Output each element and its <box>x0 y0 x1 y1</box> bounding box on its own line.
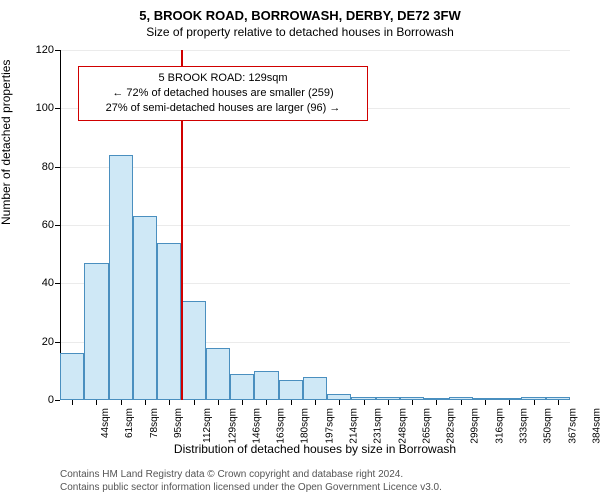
xtick-mark <box>388 400 389 405</box>
ytick-label: 80 <box>24 161 54 173</box>
ytick-label: 0 <box>24 394 54 406</box>
xtick-mark <box>534 400 535 405</box>
ytick-label: 40 <box>24 277 54 289</box>
xtick-mark <box>194 400 195 405</box>
xtick-label: 231sqm <box>373 408 384 444</box>
xtick-label: 282sqm <box>446 408 457 444</box>
xtick-mark <box>242 400 243 405</box>
xtick-mark <box>339 400 340 405</box>
xtick-label: 197sqm <box>324 408 335 444</box>
xtick-mark <box>412 400 413 405</box>
xtick-mark <box>558 400 559 405</box>
ytick-mark <box>55 225 60 226</box>
xtick-mark <box>315 400 316 405</box>
xtick-label: 384sqm <box>591 408 600 444</box>
histogram-bar <box>157 243 181 401</box>
histogram-bar <box>84 263 108 400</box>
xtick-mark <box>509 400 510 405</box>
chart-container: 5, BROOK ROAD, BORROWASH, DERBY, DE72 3F… <box>0 0 600 500</box>
xtick-mark <box>266 400 267 405</box>
histogram-bar <box>279 380 303 400</box>
ytick-label: 20 <box>24 336 54 348</box>
histogram-bar <box>133 216 157 400</box>
histogram-bar <box>254 371 278 400</box>
xtick-label: 299sqm <box>470 408 481 444</box>
xtick-label: 129sqm <box>227 408 238 444</box>
footer-attribution: Contains HM Land Registry data © Crown c… <box>60 469 442 494</box>
info-box-line: ← 72% of detached houses are smaller (25… <box>87 86 359 101</box>
info-box-line: 27% of semi-detached houses are larger (… <box>87 101 359 116</box>
xtick-mark <box>364 400 365 405</box>
xtick-mark <box>145 400 146 405</box>
ytick-mark <box>55 342 60 343</box>
xtick-label: 350sqm <box>543 408 554 444</box>
xtick-label: 367sqm <box>567 408 578 444</box>
xtick-label: 112sqm <box>202 408 213 443</box>
xtick-mark <box>485 400 486 405</box>
grid-line <box>60 167 570 168</box>
ytick-mark <box>55 400 60 401</box>
xtick-mark <box>218 400 219 405</box>
grid-line <box>60 50 570 51</box>
x-axis-label: Distribution of detached houses by size … <box>60 442 570 456</box>
xtick-mark <box>121 400 122 405</box>
xtick-label: 44sqm <box>100 408 111 438</box>
info-box-line: 5 BROOK ROAD: 129sqm <box>87 71 359 86</box>
xtick-mark <box>436 400 437 405</box>
footer-line-2: Contains public sector information licen… <box>60 482 442 495</box>
ytick-mark <box>55 167 60 168</box>
plot-area: 02040608010012044sqm61sqm78sqm95sqm112sq… <box>60 50 570 400</box>
xtick-mark <box>72 400 73 405</box>
histogram-bar <box>206 348 230 401</box>
xtick-label: 333sqm <box>519 408 530 444</box>
xtick-label: 78sqm <box>149 408 160 438</box>
footer-line-1: Contains HM Land Registry data © Crown c… <box>60 469 442 482</box>
xtick-label: 214sqm <box>349 408 360 444</box>
ytick-label: 100 <box>24 102 54 114</box>
xtick-label: 265sqm <box>421 408 432 444</box>
xtick-mark <box>291 400 292 405</box>
xtick-label: 180sqm <box>300 408 311 444</box>
xtick-label: 163sqm <box>276 408 287 444</box>
histogram-bar <box>109 155 133 400</box>
histogram-bar <box>303 377 327 400</box>
histogram-bar <box>230 374 254 400</box>
xtick-mark <box>169 400 170 405</box>
histogram-bar <box>181 301 205 400</box>
xtick-mark <box>96 400 97 405</box>
info-box: 5 BROOK ROAD: 129sqm← 72% of detached ho… <box>78 66 368 121</box>
xtick-label: 95sqm <box>173 408 184 438</box>
ytick-label: 60 <box>24 219 54 231</box>
ytick-mark <box>55 108 60 109</box>
xtick-label: 61sqm <box>124 408 135 438</box>
xtick-label: 248sqm <box>397 408 408 444</box>
title-sub: Size of property relative to detached ho… <box>0 25 600 39</box>
y-axis-label: Number of detached properties <box>0 60 13 225</box>
ytick-label: 120 <box>24 44 54 56</box>
ytick-mark <box>55 283 60 284</box>
histogram-bar <box>60 353 84 400</box>
ytick-mark <box>55 50 60 51</box>
xtick-label: 316sqm <box>494 408 505 444</box>
xtick-label: 146sqm <box>251 408 262 444</box>
title-main: 5, BROOK ROAD, BORROWASH, DERBY, DE72 3F… <box>0 0 600 23</box>
xtick-mark <box>461 400 462 405</box>
